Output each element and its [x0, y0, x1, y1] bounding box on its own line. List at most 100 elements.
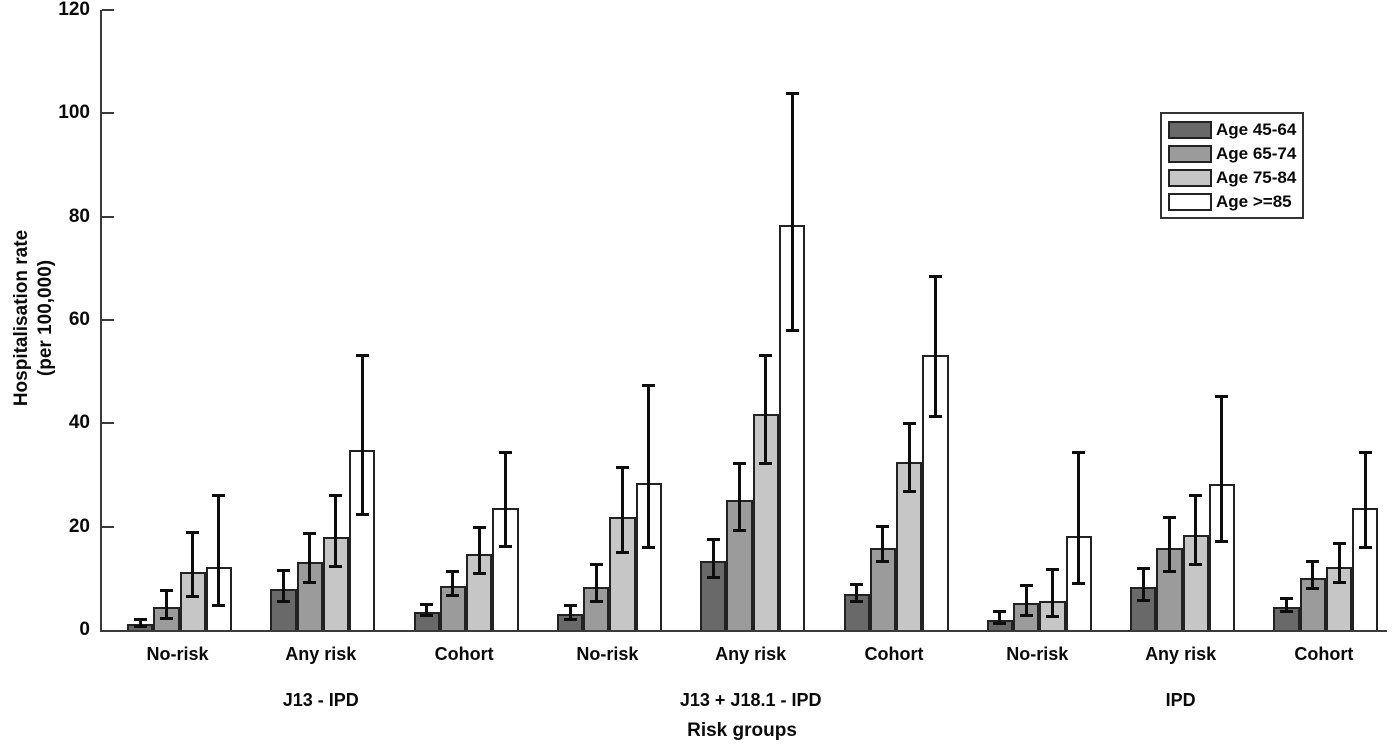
error-bar [1306, 560, 1320, 591]
error-bar [706, 538, 720, 580]
error-bar-cap-bottom [1162, 570, 1176, 574]
error-bar-cap-bottom [876, 560, 890, 564]
y-axis-tick-label: 40 [68, 412, 90, 434]
y-axis-tick-label: 60 [68, 309, 90, 330]
error-bar [1358, 451, 1372, 550]
error-bar-cap-bottom [759, 461, 773, 465]
error-bar-stem [164, 589, 168, 621]
error-bar-cap-top [1189, 493, 1203, 497]
error-bar [446, 570, 460, 598]
y-axis-tick-label: 80 [68, 205, 90, 227]
group-label: J13 + J18.1 - IPD [679, 690, 822, 710]
error-bar-cap-top [706, 538, 720, 542]
legend-swatch-age-85-plus [1168, 192, 1212, 211]
error-bar [329, 493, 343, 568]
error-bar-stem [1050, 568, 1054, 619]
error-bar-cap-bottom [850, 600, 864, 604]
error-bar-cap-top [1358, 451, 1372, 455]
error-bar-cap-bottom [1280, 609, 1294, 613]
error-bar-stem [425, 602, 429, 618]
error-bar-cap-top [993, 609, 1007, 613]
error-bar-stem [738, 461, 742, 533]
error-bar-cap-bottom [1215, 540, 1229, 544]
error-bar [1162, 516, 1176, 574]
error-bar-cap-bottom [329, 564, 343, 568]
error-bar-cap-bottom [355, 513, 369, 517]
error-bar [303, 532, 317, 584]
legend-item: Age 65-74 [1168, 142, 1296, 165]
error-bar-cap-top [1215, 395, 1229, 399]
error-bar-cap-bottom [446, 594, 460, 598]
error-bar-stem [1285, 596, 1289, 613]
error-bar-stem [477, 525, 481, 575]
error-bar-stem [1077, 450, 1081, 586]
error-bar-cap-top [498, 451, 512, 455]
y-axis-tick [102, 112, 114, 115]
error-bar-cap-bottom [1189, 562, 1203, 566]
y-axis-tick [102, 9, 114, 11]
error-bar [1136, 566, 1150, 603]
cluster-label: No-risk [146, 644, 209, 664]
error-bar-stem [1024, 584, 1028, 618]
error-bar-cap-bottom [902, 489, 916, 493]
legend-swatch-age-45-64 [1168, 120, 1212, 139]
error-bar [876, 525, 890, 564]
y-axis-title-line1: Hospitalisation rate [11, 229, 32, 407]
error-bar-cap-bottom [186, 594, 200, 598]
cluster-label: Cohort [434, 644, 494, 664]
error-bar-cap-bottom [1019, 614, 1033, 618]
error-bar-cap-top [446, 570, 460, 574]
error-bar-cap-bottom [589, 600, 603, 604]
error-bar-stem [1141, 566, 1145, 603]
error-bar-cap-top [733, 461, 747, 465]
error-bar-cap-top [759, 353, 773, 357]
cluster-label: Cohort [864, 644, 924, 664]
error-bar [993, 609, 1007, 625]
y-axis-tick-label: 120 [58, 0, 90, 20]
error-bar-cap-bottom [472, 571, 486, 575]
error-bar-stem [1311, 560, 1315, 591]
error-bar-cap-bottom [616, 551, 630, 555]
error-bar [642, 383, 656, 550]
error-bar-cap-top [1306, 560, 1320, 564]
error-bar-stem [907, 421, 911, 493]
error-bar-stem [308, 532, 312, 584]
error-bar-cap-bottom [1306, 587, 1320, 591]
error-bar [1019, 584, 1033, 618]
y-axis-tick-label: 0 [79, 619, 90, 640]
error-bar [1045, 568, 1059, 619]
error-bar-cap-top [303, 532, 317, 536]
error-bar-cap-top [1072, 450, 1086, 454]
error-bar [276, 569, 290, 604]
error-bar-cap-top [420, 602, 434, 606]
error-bar [133, 618, 147, 629]
error-bar-stem [790, 91, 794, 332]
cluster-label: No-risk [1006, 644, 1069, 664]
error-bar-cap-top [329, 493, 343, 497]
error-bar-stem [711, 538, 715, 580]
error-bar-cap-bottom [993, 621, 1007, 625]
group-label: J13 - IPD [282, 690, 359, 710]
error-bar-cap-bottom [1332, 581, 1346, 584]
error-bar-cap-bottom [733, 529, 747, 533]
cluster-label: Any risk [285, 644, 357, 664]
error-bar-stem [855, 582, 859, 604]
error-bar-cap-bottom [785, 328, 799, 332]
legend-swatch-age-65-74 [1168, 144, 1212, 163]
legend: Age 45-64 Age 65-74 Age 75-84 Age >=85 [1160, 112, 1305, 219]
error-bar [472, 525, 486, 575]
error-bar-stem [594, 563, 598, 604]
y-axis-tick-label: 20 [68, 515, 90, 537]
error-bar [1072, 450, 1086, 586]
error-bar-cap-bottom [1072, 582, 1086, 586]
legend-item: Age >=85 [1168, 190, 1296, 213]
error-bar-stem [191, 531, 195, 598]
error-bar-stem [334, 493, 338, 568]
error-bar-cap-bottom [928, 414, 942, 418]
cluster-label: No-risk [576, 644, 639, 664]
error-bar [1280, 596, 1294, 613]
error-bar [1332, 542, 1346, 584]
error-bar [759, 353, 773, 465]
error-bar-stem [281, 569, 285, 604]
error-bar-cap-bottom [133, 625, 147, 629]
